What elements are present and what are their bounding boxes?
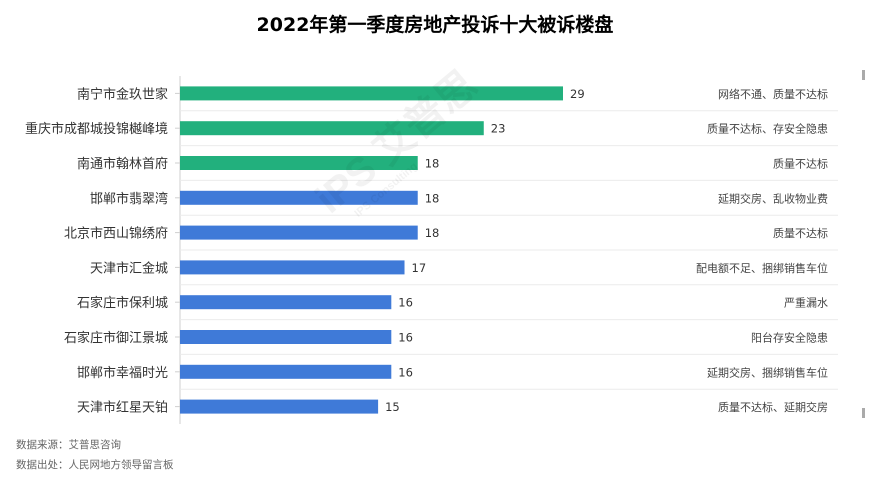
complaint-annotation: 配电额不足、捆绑销售车位 — [696, 261, 828, 275]
bar — [180, 121, 484, 136]
category-label: 南通市翰林首府 — [77, 156, 168, 172]
bar — [180, 190, 418, 205]
bar-value-label: 17 — [412, 261, 427, 275]
complaint-annotation: 质量不达标 — [773, 226, 828, 240]
complaint-annotation: 延期交房、捆绑销售车位 — [707, 365, 828, 379]
bar — [180, 225, 418, 240]
complaint-annotation: 延期交房、乱收物业费 — [718, 191, 828, 205]
bar-value-label: 16 — [398, 365, 413, 379]
bar-value-label: 18 — [425, 191, 440, 205]
category-label: 邯郸市幸福时光 — [77, 365, 168, 381]
category-label: 天津市红星天铂 — [77, 400, 168, 416]
category-label: 天津市汇金城 — [90, 260, 168, 276]
category-label: 石家庄市御江景城 — [64, 330, 168, 346]
bar-value-label: 15 — [385, 400, 400, 414]
bar-value-label: 23 — [491, 122, 506, 136]
complaint-annotation: 阳台存安全隐患 — [751, 331, 828, 345]
source-note: 数据来源：艾普思咨询 — [16, 439, 121, 451]
category-label: 北京市西山锦绣府 — [64, 226, 168, 242]
bar-value-label: 18 — [425, 226, 440, 240]
complaint-annotation: 质量不达标、存安全隐患 — [707, 122, 828, 136]
bar — [180, 260, 405, 275]
right-edge-marker — [862, 408, 865, 418]
bar — [180, 295, 392, 310]
bar-value-label: 16 — [398, 331, 413, 345]
bar — [180, 156, 418, 170]
chart-title: 2022年第一季度房地产投诉十大被诉楼盘 — [256, 14, 614, 36]
bar — [180, 330, 392, 344]
complaint-annotation: 网络不通、质量不达标 — [718, 87, 828, 101]
right-edge-marker — [862, 70, 865, 80]
bar-value-label: 16 — [398, 296, 413, 310]
category-label: 南宁市金玖世家 — [77, 86, 168, 102]
complaint-annotation: 质量不达标 — [773, 157, 828, 171]
complaint-annotation: 质量不达标、延期交房 — [718, 400, 828, 414]
category-label: 石家庄市保利城 — [77, 295, 168, 311]
bar — [180, 399, 379, 414]
category-label: 重庆市成都城投锦樾峰境 — [25, 121, 168, 137]
category-label: 邯郸市翡翠湾 — [90, 191, 168, 207]
complaint-annotation: 严重漏水 — [784, 296, 828, 310]
bar-value-label: 29 — [570, 87, 585, 101]
bar — [180, 86, 563, 101]
bar — [180, 364, 392, 379]
bar-value-label: 18 — [425, 157, 440, 171]
origin-note: 数据出处：人民网地方领导留言板 — [16, 459, 174, 471]
